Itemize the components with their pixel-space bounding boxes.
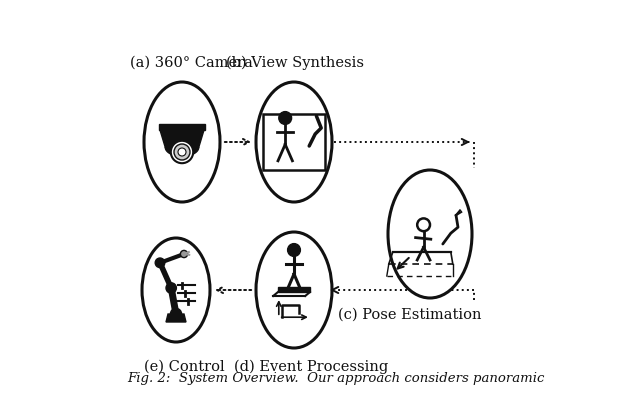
- Ellipse shape: [142, 238, 210, 342]
- Polygon shape: [165, 147, 199, 156]
- Circle shape: [166, 283, 177, 293]
- Bar: [263, 114, 325, 170]
- Text: (e) Control: (e) Control: [144, 360, 225, 374]
- Circle shape: [170, 308, 182, 320]
- Circle shape: [180, 250, 188, 258]
- Polygon shape: [160, 130, 204, 147]
- Circle shape: [287, 244, 300, 256]
- Polygon shape: [159, 124, 205, 130]
- Text: (a) 360° Camera: (a) 360° Camera: [130, 56, 253, 70]
- Circle shape: [155, 258, 165, 268]
- Polygon shape: [166, 314, 186, 322]
- Ellipse shape: [144, 82, 220, 202]
- Circle shape: [174, 144, 190, 160]
- Ellipse shape: [256, 232, 332, 348]
- Circle shape: [279, 112, 292, 124]
- Ellipse shape: [388, 170, 472, 298]
- Bar: [278, 287, 310, 292]
- Circle shape: [178, 148, 186, 156]
- Text: (c) Pose Estimation: (c) Pose Estimation: [338, 308, 481, 322]
- Ellipse shape: [256, 82, 332, 202]
- Circle shape: [171, 141, 193, 163]
- Text: (b) View Synthesis: (b) View Synthesis: [226, 56, 364, 70]
- Text: (d) Event Processing: (d) Event Processing: [234, 360, 388, 374]
- Text: Fig. 2:  System Overview.  Our approach considers panoramic: Fig. 2: System Overview. Our approach co…: [127, 372, 545, 385]
